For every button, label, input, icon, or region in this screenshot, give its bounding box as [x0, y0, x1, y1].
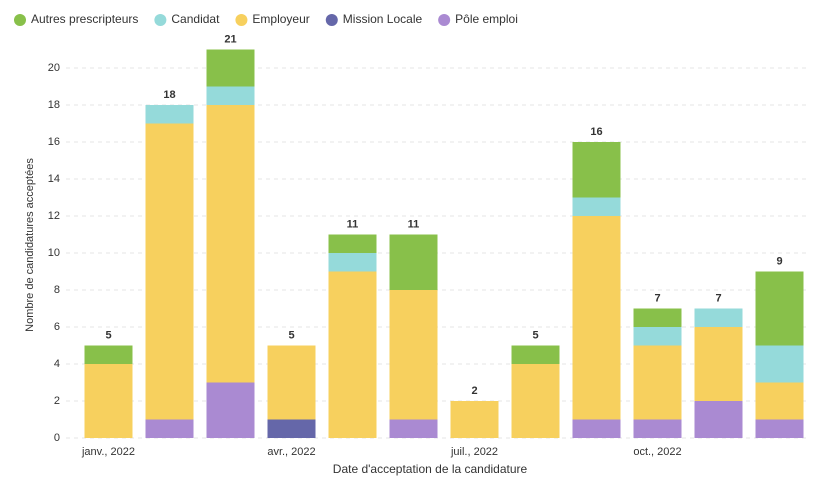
y-tick-label: 18	[48, 99, 60, 111]
total-label: 5	[288, 329, 294, 341]
bar-segment	[511, 345, 560, 364]
bar-segment	[389, 234, 438, 290]
legend-swatch	[235, 14, 248, 26]
bar-segment	[694, 401, 743, 438]
bar-segment	[267, 419, 316, 438]
bar-segment	[84, 345, 133, 364]
bar-segment	[755, 345, 804, 383]
y-tick-label: 12	[48, 210, 60, 222]
bar-segment	[145, 419, 194, 438]
bar-segment	[328, 234, 377, 253]
bar-segment	[694, 308, 743, 327]
bar-segment	[572, 419, 621, 438]
y-axis-title: Nombre de candidatures acceptées	[24, 158, 36, 332]
bar-segment	[633, 345, 682, 420]
bar-segment	[389, 290, 438, 420]
bar-segment	[328, 253, 377, 272]
y-tick-label: 16	[48, 136, 60, 148]
x-tick-label: janv., 2022	[81, 446, 135, 458]
bar-segment	[84, 364, 133, 438]
bar-segment	[633, 308, 682, 327]
y-tick-label: 10	[48, 247, 60, 259]
y-tick-label: 14	[48, 173, 60, 185]
y-tick-label: 8	[54, 284, 60, 296]
legend-label: Candidat	[171, 12, 220, 26]
bar-segment	[755, 419, 804, 438]
bar-segment	[206, 86, 255, 105]
total-label: 18	[163, 89, 175, 101]
bar-segment	[572, 216, 621, 420]
total-label: 7	[715, 292, 721, 304]
legend-label: Employeur	[252, 12, 309, 26]
x-tick-label: juil., 2022	[450, 446, 498, 458]
bar-segment	[145, 105, 194, 124]
total-label: 5	[532, 329, 538, 341]
bar-segment	[755, 271, 804, 346]
x-tick-label: avr., 2022	[267, 446, 315, 458]
total-label: 5	[105, 329, 111, 341]
bar-segment	[389, 419, 438, 438]
total-label: 11	[347, 218, 359, 230]
bar-segment	[633, 419, 682, 438]
legend-swatch	[154, 14, 167, 26]
bar-segment	[328, 271, 377, 438]
total-label: 9	[776, 255, 782, 267]
bar-segment	[694, 327, 743, 401]
total-label: 16	[590, 126, 602, 138]
x-axis-title: Date d'acceptation de la candidature	[333, 462, 528, 476]
total-label: 7	[654, 292, 660, 304]
total-label: 2	[471, 385, 477, 397]
legend-swatch	[438, 14, 451, 26]
legend-swatch	[14, 14, 26, 26]
legend-label: Autres prescripteurs	[31, 12, 138, 26]
y-tick-label: 4	[54, 358, 60, 370]
bar-segment	[206, 49, 255, 87]
y-tick-label: 2	[54, 395, 60, 407]
legend-label: Mission Locale	[343, 12, 423, 26]
bar-segment	[206, 382, 255, 438]
total-label: 21	[224, 33, 236, 45]
x-tick-label: oct., 2022	[633, 446, 681, 458]
bar-segment	[755, 382, 804, 420]
bar-segment	[572, 197, 621, 216]
y-tick-label: 0	[54, 432, 60, 444]
bar-segment	[511, 364, 560, 438]
bar-segment	[572, 142, 621, 198]
bar-segment	[267, 345, 316, 420]
bar-segment	[450, 401, 499, 438]
y-tick-label: 6	[54, 321, 60, 333]
total-label: 11	[408, 218, 420, 230]
legend-label: Pôle emploi	[455, 12, 518, 26]
y-tick-label: 20	[48, 62, 60, 74]
bar-segment	[206, 105, 255, 383]
bar-segment	[145, 123, 194, 420]
legend-swatch	[325, 14, 338, 26]
bar-segment	[633, 327, 682, 346]
